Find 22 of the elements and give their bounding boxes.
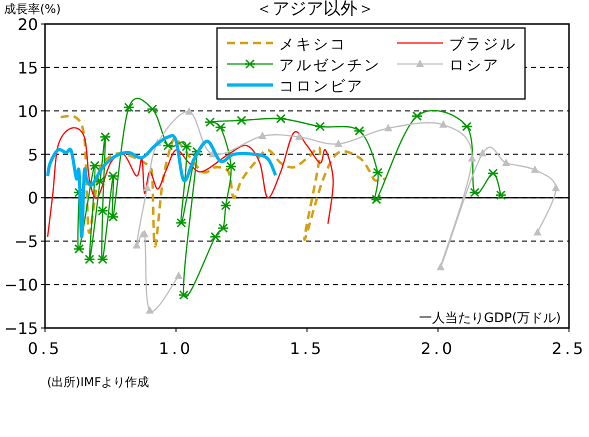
chart-title: ＜アジア以外＞ <box>256 0 374 19</box>
y-tick-label: 10 <box>18 102 38 121</box>
y-tick-label: −15 <box>4 319 38 338</box>
y-tick-label: −10 <box>4 276 38 295</box>
legend-label: ブラジル <box>449 35 517 53</box>
x-tick-label: 2.0 <box>420 339 456 358</box>
y-tick-label: 0 <box>28 188 38 208</box>
y-tick-label: 5 <box>28 145 38 164</box>
x-tick-label: 2.5 <box>552 339 586 358</box>
y-tick-label: −5 <box>14 232 38 252</box>
x-tick-label: 1.5 <box>290 339 324 358</box>
legend-label: メキシコ <box>279 35 347 53</box>
x-tick-label: 0.5 <box>28 339 62 358</box>
legend-label: ロシア <box>449 56 500 74</box>
y-tick-label: 15 <box>18 58 38 78</box>
legend-label: コロンビア <box>279 77 364 95</box>
text: (出所)IMFより作成 <box>47 375 150 389</box>
y-axis-title: 成長率(%) <box>4 2 61 16</box>
y-tick-label: 20 <box>18 15 38 34</box>
x-axis-title: 一人当たりGDP(万ドル) <box>418 311 561 326</box>
legend-label: アルゼンチン <box>279 56 381 74</box>
x-tick-label: 1.0 <box>158 339 194 358</box>
